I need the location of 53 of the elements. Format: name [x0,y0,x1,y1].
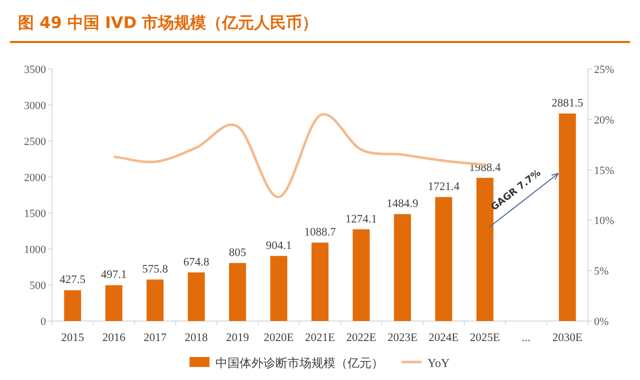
bar [64,290,82,321]
x-tick-label: ... [522,332,531,344]
y2-tick-label: 20% [594,114,614,126]
data-label: 1088.7 [304,226,336,239]
data-label: 1721.4 [428,181,460,194]
y-tick-label: 3000 [24,100,46,112]
y-tick-label: 3500 [24,64,46,76]
bar [394,214,411,321]
data-label: 2881.5 [552,98,584,110]
bar [270,256,288,321]
chart-title: 图 49 中国 IVD 市场规模（亿元人民币） [18,13,318,32]
y2-tick-label: 25% [594,64,614,76]
y2-tick-label: 10% [594,215,614,228]
data-label: 1274.1 [345,213,378,226]
x-tick-label: 2022E [346,332,376,344]
x-tick-label: 2020E [264,332,294,344]
bar [188,272,205,321]
x-tick-label: 2018 [184,332,208,344]
x-tick-label: 2024E [428,332,459,344]
y-tick-label: 500 [30,280,46,292]
bar [558,114,576,321]
data-label: 904.1 [266,240,292,252]
y-tick-label: 2000 [24,172,46,184]
bar [229,263,246,321]
bar [105,285,122,321]
bar [435,197,452,321]
x-tick-label: 2016 [102,332,126,344]
data-label: 1484.9 [386,198,419,210]
bar [312,242,328,321]
data-label: 427.5 [60,274,86,286]
x-tick-label: 2015 [61,332,84,344]
bar [476,178,494,321]
x-tick-label: 2030E [552,332,582,344]
x-tick-label: 2021E [304,332,336,344]
x-tick-label: 2017 [144,332,167,344]
y-tick-label: 0 [40,316,46,328]
bar [352,229,370,321]
bar [146,280,164,321]
y2-tick-label: 0% [594,316,609,328]
y-tick-label: 1500 [24,208,46,220]
data-label: 575.8 [142,264,168,276]
x-tick-label: 2025E [470,332,500,344]
legend-label: YoY [428,356,450,370]
y2-tick-label: 5% [594,266,609,278]
data-label: 674.8 [183,256,210,268]
y-tick-label: 2500 [24,136,46,148]
x-tick-label: 2019 [226,332,250,344]
data-label: 805 [228,247,246,260]
x-tick-label: 2023E [387,332,418,344]
data-label: 497.1 [100,269,128,282]
y2-tick-label: 15% [594,164,614,177]
legend-label: 中国体外诊断市场规模（亿元） [216,356,384,370]
y-tick-label: 1000 [24,244,46,256]
